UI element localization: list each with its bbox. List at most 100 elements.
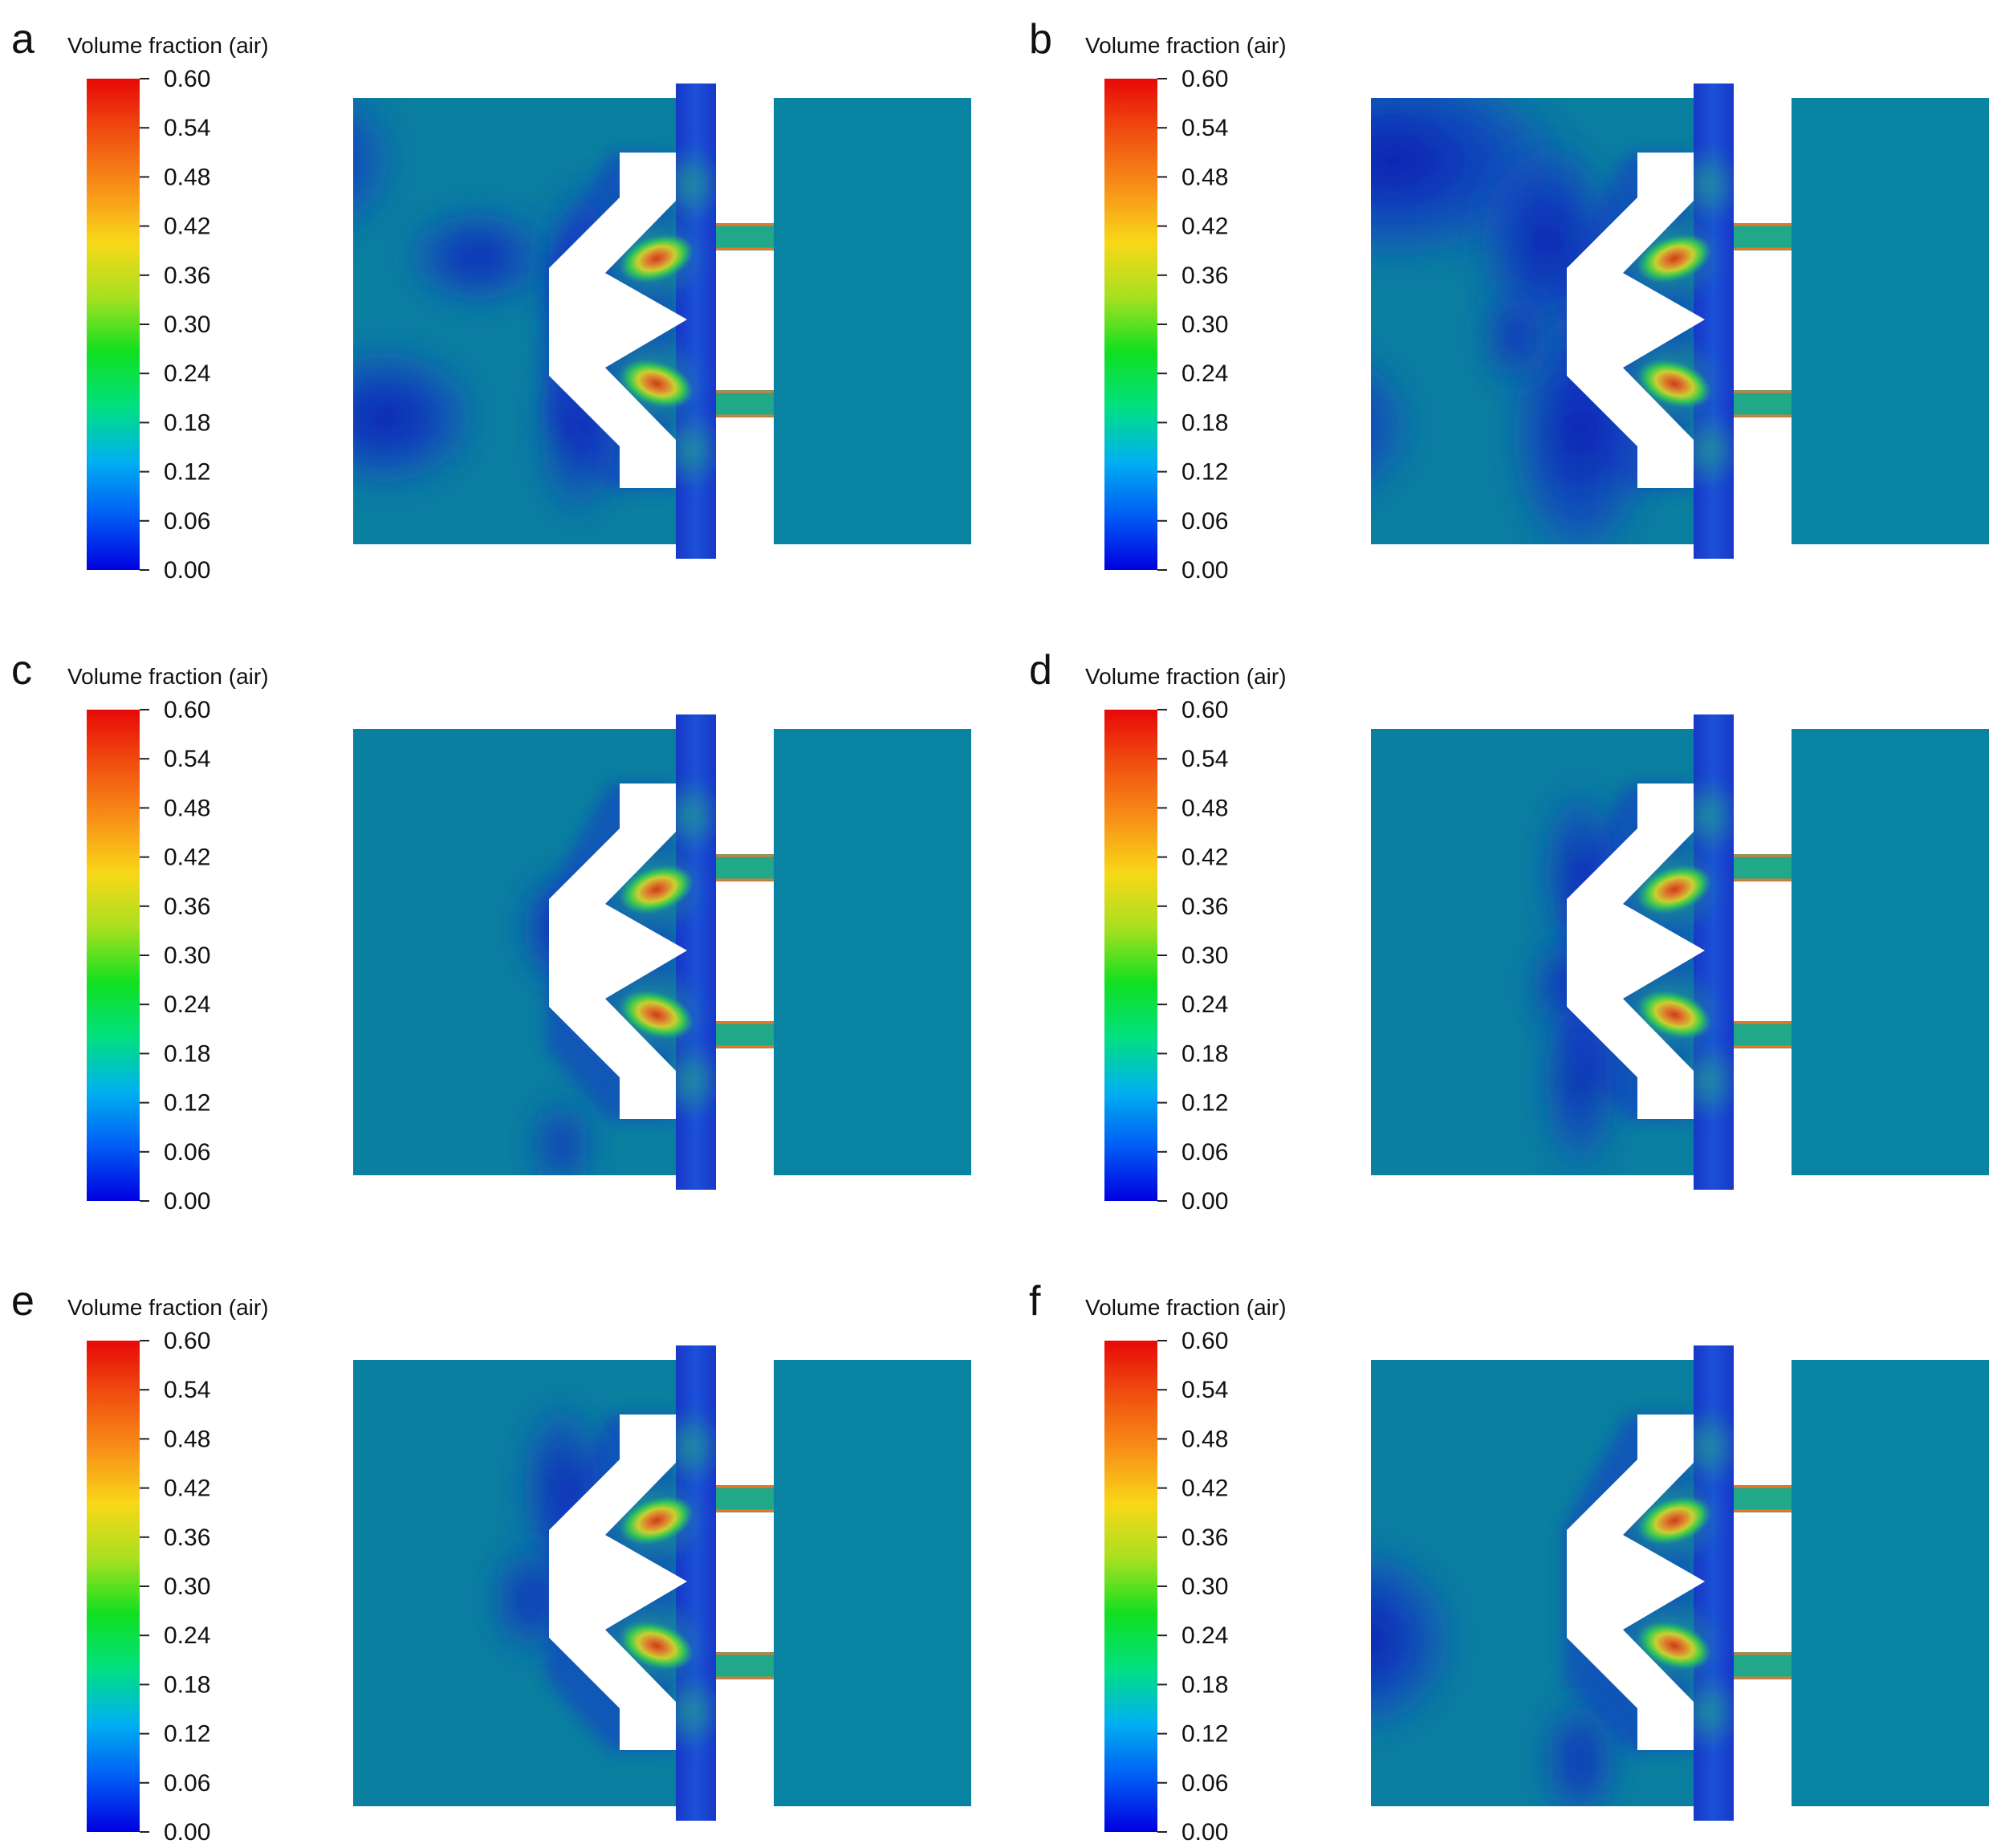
obstacle: [1567, 1414, 1705, 1750]
colorbar-tick-label: 0.18: [164, 1040, 210, 1067]
domain-right: [1792, 1360, 1989, 1806]
colorbar-tick-label: 0.12: [164, 1721, 210, 1748]
colorbar-tick-label: 0.54: [1182, 115, 1228, 141]
colorbar-tick-label: 0.30: [164, 311, 210, 338]
colorbar-tick-label: 0.54: [1182, 746, 1228, 772]
flow-field: [353, 711, 971, 1193]
air-core-lower: [619, 359, 694, 409]
jet-upper: [716, 854, 774, 881]
colorbar: [1104, 1341, 1157, 1832]
gap-region: [1734, 711, 1792, 1193]
colorbar-title: Volume fraction (air): [1085, 1295, 1287, 1320]
colorbar-tick-label: 0.36: [1182, 263, 1228, 289]
colorbar-tick-label: 0.48: [164, 795, 210, 821]
colorbar-tick-label: 0.30: [1182, 311, 1228, 338]
colorbar-tick-label: 0.36: [164, 263, 210, 289]
colorbar-tick-label: 0.06: [164, 1770, 210, 1797]
colorbar-tick-label: 0.36: [164, 893, 210, 920]
low-fraction-region: [1544, 1695, 1616, 1821]
colorbar-tick-label: 0.60: [1182, 66, 1228, 92]
colorbar-tick-label: 0.48: [164, 164, 210, 190]
colorbar: [87, 1341, 140, 1832]
gap-region: [1734, 80, 1792, 562]
colorbar-tick-label: 0.42: [1182, 845, 1228, 871]
panel-label: c: [11, 647, 32, 694]
jet-lower: [1734, 1021, 1792, 1048]
panel-d: d Volume fraction (air) 0.60 0.54 0.48 0.42 0.…: [1029, 647, 1989, 1215]
colorbar-tick-label: 0.60: [164, 66, 210, 92]
low-fraction-region: [405, 209, 550, 305]
colorbar-title: Volume fraction (air): [67, 1295, 269, 1320]
air-core-upper: [1637, 865, 1712, 914]
flow-field: [1371, 1342, 1989, 1824]
colorbar-tick-label: 0.30: [1182, 1573, 1228, 1600]
colorbar-tick-label: 0.60: [1182, 1328, 1228, 1354]
colorbar-tick-label: 0.24: [1182, 360, 1228, 387]
colorbar-tick-label: 0.24: [164, 1622, 210, 1649]
air-core-lower: [1637, 359, 1712, 409]
colorbar-tick-label: 0.48: [1182, 1426, 1228, 1452]
panel-f: f Volume fraction (air) 0.60 0.54 0.48 0.42 0.…: [1029, 1278, 1989, 1846]
colorbar-tick-label: 0.36: [164, 1524, 210, 1551]
low-fraction-region: [353, 345, 482, 490]
colorbar-tick-label: 0.36: [1182, 1524, 1228, 1551]
domain-right: [774, 1360, 971, 1806]
colorbar-tick-label: 0.12: [164, 1090, 210, 1117]
gap-region: [716, 1342, 774, 1824]
gap-region: [1734, 1342, 1792, 1824]
domain-right: [774, 729, 971, 1175]
colorbar-tick-label: 0.54: [164, 115, 210, 141]
colorbar-title: Volume fraction (air): [67, 33, 269, 58]
colorbar-tick-label: 0.06: [1182, 508, 1228, 535]
colorbar-tick-label: 0.54: [164, 746, 210, 772]
colorbar-tick-label: 0.36: [1182, 893, 1228, 920]
panel-e: e Volume fraction (air) 0.60 0.54 0.48 0.42 0.…: [11, 1278, 971, 1846]
jet-lower: [1734, 390, 1792, 417]
jet-upper: [1734, 854, 1792, 881]
colorbar-tick-label: 0.54: [1182, 1377, 1228, 1403]
jet-upper: [716, 1485, 774, 1512]
colorbar-tick-label: 0.24: [1182, 991, 1228, 1018]
gap-region: [716, 711, 774, 1193]
air-core-upper: [619, 234, 694, 283]
jet-upper: [1734, 1485, 1792, 1512]
colorbar-tick-label: 0.42: [164, 1476, 210, 1502]
jet-upper: [716, 223, 774, 250]
colorbar-tick-label: 0.30: [164, 1573, 210, 1600]
colorbar-tick-label: 0.48: [1182, 164, 1228, 190]
panel-label: a: [11, 16, 35, 63]
low-fraction-region: [1483, 289, 1548, 385]
colorbar-title: Volume fraction (air): [1085, 33, 1287, 58]
colorbar-title: Volume fraction (air): [1085, 664, 1287, 689]
panel-label: d: [1029, 647, 1052, 694]
colorbar-tick-label: 0.48: [164, 1426, 210, 1452]
jet-lower: [1734, 1652, 1792, 1679]
colorbar-title: Volume fraction (air): [67, 664, 269, 689]
colorbar-tick-label: 0.00: [164, 1188, 210, 1215]
obstacle: [549, 153, 687, 488]
low-fraction-region: [534, 1097, 590, 1190]
colorbar-tick-label: 0.42: [1182, 1476, 1228, 1502]
obstacle: [549, 1414, 687, 1750]
air-core-upper: [1637, 234, 1712, 283]
colorbar-tick-label: 0.06: [1182, 1139, 1228, 1166]
flow-field: [353, 1342, 971, 1824]
low-fraction-region: [1371, 1543, 1459, 1736]
colorbar-tick-label: 0.30: [1182, 942, 1228, 969]
panel-c: c Volume fraction (air) 0.60 0.54 0.48 0.42 0.…: [11, 647, 971, 1215]
colorbar: [1104, 710, 1157, 1201]
colorbar-tick-label: 0.42: [164, 214, 210, 240]
colorbar-tick-label: 0.42: [164, 845, 210, 871]
colorbar-tick-label: 0.00: [1182, 1819, 1228, 1846]
flow-field: [1371, 711, 1989, 1193]
panel-label: f: [1029, 1278, 1041, 1325]
colorbar-tick-label: 0.54: [164, 1377, 210, 1403]
colorbar: [87, 710, 140, 1201]
colorbar-tick-label: 0.12: [1182, 1090, 1228, 1117]
panel-label: e: [11, 1278, 35, 1325]
colorbar-tick-label: 0.24: [164, 991, 210, 1018]
obstacle: [1567, 784, 1705, 1119]
colorbar-tick-label: 0.60: [164, 1328, 210, 1354]
air-core-lower: [1637, 990, 1712, 1040]
